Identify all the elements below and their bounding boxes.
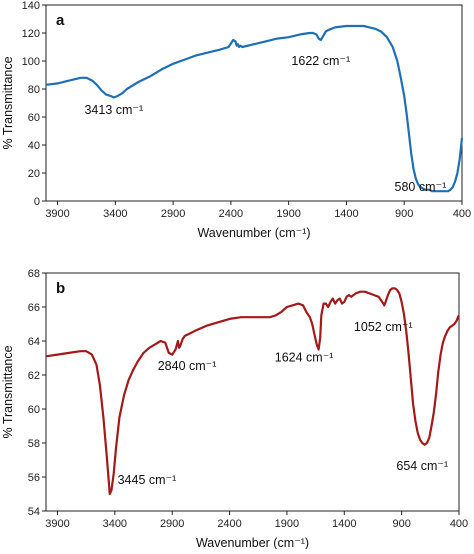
y-tick-label: 140: [22, 0, 40, 12]
peak-annotation: 3413 cm⁻¹: [84, 103, 143, 117]
peak-annotation: 3445 cm⁻¹: [118, 473, 177, 487]
y-tick-label: 40: [28, 140, 40, 152]
panel-letter: a: [56, 12, 65, 29]
y-tick-label: 120: [22, 28, 40, 40]
peak-annotation: 1624 cm⁻¹: [275, 350, 334, 364]
x-tick-label: 400: [453, 208, 471, 220]
x-tick-label: 2400: [217, 518, 241, 530]
x-tick-label: 900: [392, 518, 410, 530]
x-tick-label: 1400: [334, 208, 358, 220]
x-tick-label: 1900: [275, 518, 299, 530]
x-axis-label: Wavenumber (cm⁻¹): [196, 536, 309, 549]
peak-annotation: 654 cm⁻¹: [396, 459, 448, 473]
x-tick-label: 2900: [161, 208, 185, 220]
y-tick-label: 56: [28, 472, 40, 484]
x-tick-label: 900: [395, 208, 413, 220]
chart-panel-a: 0 20 40 60 80 100 120 140 3900 3400 2900 2400 1900 14…: [1, 0, 471, 240]
panel-letter: b: [56, 280, 65, 297]
peak-annotation: 1622 cm⁻¹: [291, 54, 350, 68]
spectrum-line: [45, 24, 464, 193]
y-tick-label: 62: [28, 370, 40, 382]
y-tick-label: 64: [28, 336, 40, 348]
chart-panel-b: 54 56 58 60 62 64 66 68 3900 3400 2900 2400 1900 1400…: [1, 268, 468, 550]
peak-annotation: 1052 cm⁻¹: [354, 320, 413, 334]
y-axis-label: % Transmittance: [1, 345, 15, 438]
peak-annotation: 580 cm⁻¹: [395, 180, 447, 194]
y-tick-label: 0: [34, 196, 40, 208]
plot-frame: [45, 272, 460, 512]
x-tick-label: 2400: [219, 208, 243, 220]
y-axis-label: % Transmittance: [1, 56, 15, 149]
spectrum-line: [45, 287, 460, 496]
x-tick-label: 3900: [45, 208, 69, 220]
y-tick-label: 68: [28, 268, 40, 280]
x-tick-label: 1900: [276, 208, 300, 220]
x-tick-label: 1400: [332, 518, 356, 530]
peak-annotation: 2840 cm⁻¹: [158, 359, 217, 373]
y-tick-label: 66: [28, 302, 40, 314]
y-tick-label: 58: [28, 438, 40, 450]
y-tick-label: 80: [28, 84, 40, 96]
x-tick-label: 400: [450, 518, 468, 530]
y-tick-label: 20: [28, 168, 40, 180]
y-tick-label: 54: [28, 506, 40, 518]
y-tick-label: 100: [22, 56, 40, 68]
x-tick-label: 2900: [160, 518, 184, 530]
plot-frame: [45, 4, 463, 202]
y-tick-label: 60: [28, 112, 40, 124]
y-tick-label: 60: [28, 404, 40, 416]
x-axis-label: Wavenumber (cm⁻¹): [197, 226, 310, 240]
x-tick-label: 3400: [103, 518, 127, 530]
x-tick-label: 3400: [103, 208, 127, 220]
x-tick-label: 3900: [45, 518, 69, 530]
